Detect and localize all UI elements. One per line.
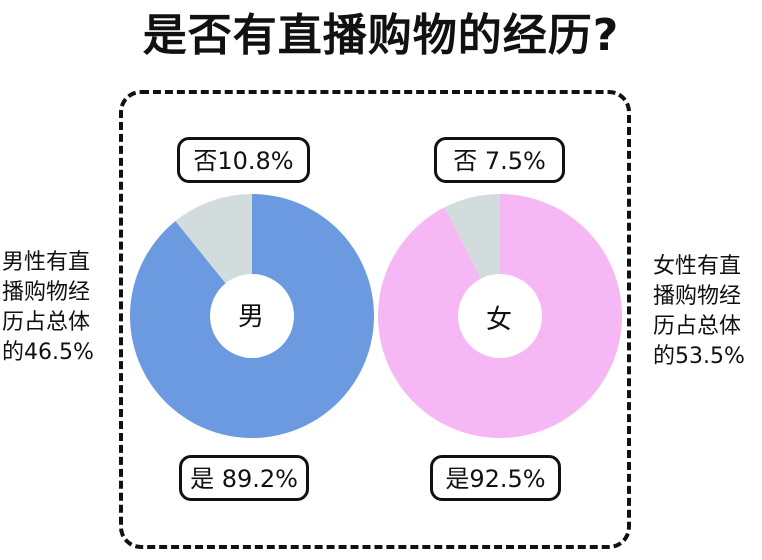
- chart-title: 是否有直播购物的经历?: [142, 10, 620, 61]
- female-note-line: 女性有直: [653, 254, 742, 279]
- female-share-note: 女性有直 播购物经 历占总体 的53.5%: [653, 252, 762, 372]
- female-yes-label: 是92.5%: [430, 455, 561, 501]
- female-note-line: 的53.5%: [653, 344, 745, 369]
- male-center-label: 男: [237, 302, 264, 332]
- male-donut-hole: [210, 274, 294, 358]
- dashed-frame: [119, 90, 631, 549]
- male-note-line: 播购物经: [2, 280, 91, 305]
- female-note-line: 历占总体: [653, 314, 742, 339]
- male-note-line: 的46.5%: [2, 340, 94, 365]
- male-note-line: 历占总体: [2, 310, 91, 335]
- female-center-label: 女: [485, 305, 512, 335]
- female-note-line: 播购物经: [653, 284, 742, 309]
- male-note-line: 男性有直: [2, 250, 91, 275]
- female-no-label: 否 7.5%: [434, 137, 565, 183]
- male-share-note: 男性有直 播购物经 历占总体 的46.5%: [2, 248, 112, 368]
- male-yes-label: 是 89.2%: [179, 455, 309, 501]
- female-donut-hole: [458, 274, 542, 358]
- male-no-label: 否10.8%: [177, 137, 310, 183]
